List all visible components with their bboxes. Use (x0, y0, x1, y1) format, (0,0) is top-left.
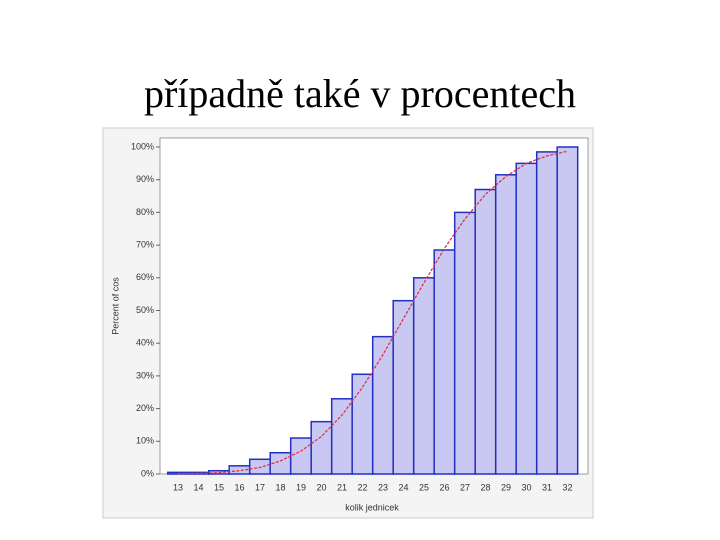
bar (371, 335, 394, 475)
bar (330, 398, 353, 475)
x-tick-label: 29 (501, 482, 511, 492)
x-tick-label: 32 (562, 482, 572, 492)
bar (535, 151, 558, 475)
y-tick-label: 50% (136, 305, 154, 315)
y-tick-label: 0% (141, 468, 154, 478)
x-tick-label: 13 (173, 482, 183, 492)
x-tick-label: 24 (398, 482, 408, 492)
x-tick-label: 27 (460, 482, 470, 492)
y-tick-label: 80% (136, 207, 154, 217)
bar (248, 458, 271, 475)
x-tick-label: 19 (296, 482, 306, 492)
y-tick-label: 30% (136, 370, 154, 380)
bar (474, 188, 497, 475)
y-tick-label: 40% (136, 338, 154, 348)
bar (412, 277, 435, 475)
x-tick-label: 22 (357, 482, 367, 492)
x-tick-label: 14 (193, 482, 203, 492)
y-tick-label: 90% (136, 174, 154, 184)
x-tick-label: 26 (439, 482, 449, 492)
x-tick-label: 30 (521, 482, 531, 492)
x-tick-label: 15 (214, 482, 224, 492)
x-axis-label: kolik jednicek (345, 502, 399, 512)
x-tick-label: 21 (337, 482, 347, 492)
bar (556, 146, 579, 475)
bar (351, 373, 374, 475)
y-tick-label: 70% (136, 239, 154, 249)
x-tick-label: 17 (255, 482, 265, 492)
x-tick-label: 31 (542, 482, 552, 492)
bar (433, 249, 456, 475)
x-tick-label: 25 (419, 482, 429, 492)
slide-title: případně také v procentech (144, 71, 576, 116)
bar (453, 211, 476, 475)
x-tick-label: 23 (378, 482, 388, 492)
x-tick-label: 20 (316, 482, 326, 492)
bar (289, 437, 312, 475)
bar (494, 174, 517, 475)
y-axis-label: Percent of cos (110, 277, 120, 335)
x-tick-label: 18 (275, 482, 285, 492)
bar (392, 299, 415, 475)
bar (310, 420, 333, 475)
y-tick-label: 100% (131, 141, 154, 151)
x-tick-label: 16 (234, 482, 244, 492)
fit-curve (177, 150, 568, 475)
y-tick-label: 20% (136, 403, 154, 413)
y-tick-label: 60% (136, 272, 154, 282)
x-tick-label: 28 (480, 482, 490, 492)
y-tick-label: 10% (136, 436, 154, 446)
bar (515, 162, 538, 475)
